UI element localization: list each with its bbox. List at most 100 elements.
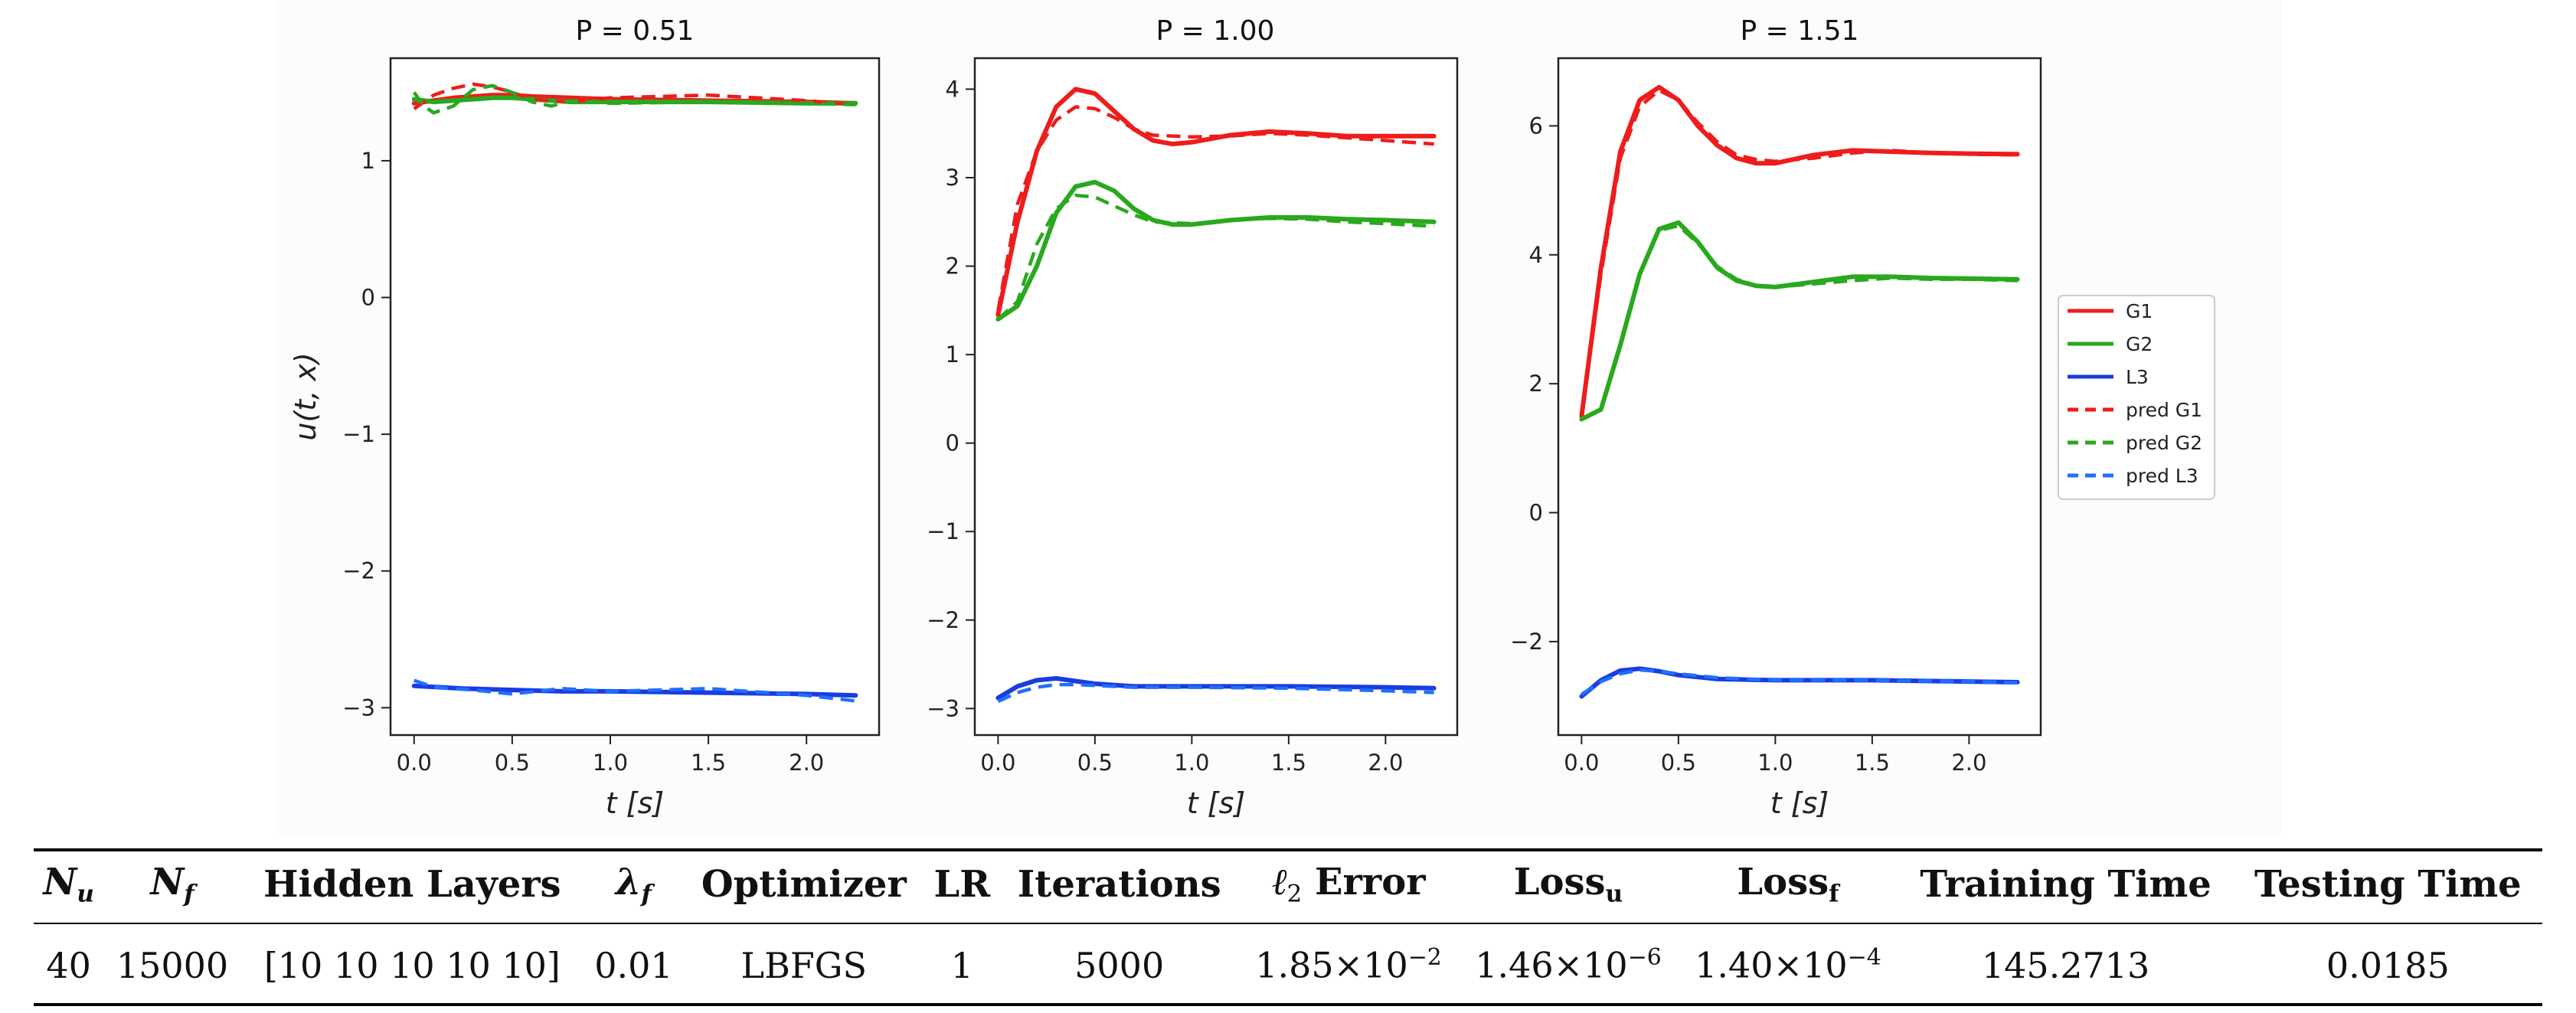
- legend-label: G2: [2126, 333, 2153, 355]
- header-lossf-sub: f: [1829, 880, 1839, 908]
- header-training-time: Training Time: [1898, 848, 2234, 925]
- x-tick-label: 0.0: [980, 750, 1015, 776]
- cell-nu: 40: [34, 923, 104, 1006]
- y-tick-label: 4: [946, 76, 959, 102]
- y-axis-label: u(t, x): [289, 352, 322, 440]
- x-tick-label: 1.0: [593, 750, 628, 776]
- cell-testing-time: 0.0185: [2233, 923, 2542, 1006]
- series-layer: [995, 87, 1437, 704]
- series-line-pred-g2: [412, 83, 856, 115]
- header-l2-error: ℓ2 Error: [1238, 848, 1459, 925]
- x-axis-label: t [s]: [1770, 786, 1829, 820]
- x-tick-label: 1.0: [1174, 750, 1209, 776]
- header-loss-u: Lossu: [1458, 848, 1679, 925]
- legend-box: [2058, 295, 2215, 500]
- legend-label: pred G2: [2126, 432, 2202, 454]
- cell-l2-error: 1.85×10−2: [1238, 923, 1459, 1006]
- cell-training-time: 145.2713: [1898, 923, 2234, 1006]
- header-lossf-base: Loss: [1737, 861, 1829, 904]
- header-nf-base: N: [150, 861, 185, 904]
- series-layer: [1579, 84, 2020, 699]
- tick-layer: 0.0 0.5 1.0 1.5 2.0 −3 −2 −1 0 1 2 3 4: [927, 76, 1403, 776]
- figure: P = 0.51 0.0 0.5 1.0 1.5 2.0 −3 −2 −1 0 1 t [s] u…: [289, 15, 2215, 820]
- subplot-title: P = 0.51: [576, 15, 695, 47]
- header-lambda-sub: f: [641, 880, 652, 908]
- header-lossu-base: Loss: [1513, 861, 1606, 904]
- y-tick-label: 6: [1529, 113, 1543, 139]
- x-tick-label: 2.0: [1951, 750, 1986, 776]
- results-table: Nu Nf Hidden Layers λf Optimizer LR Iter…: [34, 848, 2542, 1006]
- series-line-pred-g1: [1580, 88, 2018, 417]
- cell-lossu-exp: −6: [1627, 944, 1662, 972]
- y-tick-label: 0: [361, 285, 375, 311]
- legend-label: pred G1: [2126, 399, 2202, 421]
- x-tick-label: 2.0: [789, 750, 824, 776]
- x-tick-label: 1.5: [691, 750, 726, 776]
- header-nu-sub: u: [77, 880, 94, 908]
- tick-layer: 0.0 0.5 1.0 1.5 2.0 −3 −2 −1 0 1: [342, 148, 824, 776]
- header-l2-rest: Error: [1302, 861, 1426, 904]
- cell-lossf-exp: −4: [1847, 944, 1881, 972]
- series-line-pred-l3: [413, 678, 856, 703]
- header-nu: Nu: [34, 848, 104, 925]
- header-testing-time: Testing Time: [2233, 848, 2542, 925]
- subplot-p-1-51: P = 1.51 0.0 0.5 1.0 1.5 2.0 −2 0 2 4 6 t [s]: [1510, 15, 2042, 820]
- y-tick-label: −1: [342, 421, 375, 447]
- series-layer: [411, 82, 858, 703]
- x-axis-label: t [s]: [1187, 786, 1245, 820]
- cell-nf: 15000: [103, 923, 241, 1006]
- x-tick-label: 0.5: [495, 750, 530, 776]
- header-nf: Nf: [103, 848, 241, 925]
- series-line-l3: [995, 676, 1437, 701]
- y-tick-label: −2: [1510, 629, 1543, 655]
- header-l2-base: ℓ: [1271, 861, 1287, 904]
- header-lambda-base: λ: [615, 861, 642, 904]
- y-tick-label: 2: [946, 253, 959, 279]
- cell-lossf-mantissa: 1.40×10: [1695, 944, 1848, 986]
- y-tick-label: 1: [361, 148, 375, 174]
- legend-label: L3: [2126, 366, 2149, 388]
- cell-loss-f: 1.40×10−4: [1678, 923, 1898, 1006]
- table-header-row: Nu Nf Hidden Layers λf Optimizer LR Iter…: [34, 848, 2542, 925]
- y-tick-label: 4: [1529, 242, 1543, 268]
- y-tick-label: −2: [927, 607, 959, 633]
- y-tick-label: −3: [342, 694, 375, 721]
- header-optimizer: Optimizer: [683, 848, 924, 925]
- y-tick-label: −2: [342, 558, 375, 584]
- table-row: 40 15000 [10 10 10 10 10] 0.01 LBFGS 1 5…: [34, 923, 2542, 1006]
- x-tick-label: 0.5: [1077, 750, 1113, 776]
- legend-label: G1: [2126, 300, 2153, 322]
- series-line-pred-l3: [1581, 668, 2018, 696]
- subplot-p-1-00: P = 1.00 0.0 0.5 1.0 1.5 2.0 −3 −2 −1 0 1 2 3 4 t [s…: [927, 15, 1459, 820]
- subplot-title: P = 1.00: [1156, 15, 1275, 47]
- series-line-pred-g2: [1581, 224, 2018, 421]
- y-tick-label: 2: [1529, 371, 1543, 397]
- x-tick-label: 1.0: [1757, 750, 1793, 776]
- x-tick-label: 0.0: [1564, 750, 1599, 776]
- header-hidden-layers: Hidden Layers: [240, 848, 584, 925]
- x-axis-label: t [s]: [606, 786, 664, 820]
- plot-frame: [1557, 57, 2042, 737]
- series-line-pred-g2: [996, 193, 1434, 321]
- series-line-g2: [995, 179, 1437, 322]
- y-tick-label: 0: [946, 430, 959, 456]
- cell-lossu-mantissa: 1.46×10: [1475, 944, 1628, 986]
- tick-layer: 0.0 0.5 1.0 1.5 2.0 −2 0 2 4 6: [1510, 113, 1986, 776]
- subplot-p-0-51: P = 0.51 0.0 0.5 1.0 1.5 2.0 −3 −2 −1 0 1 t [s] u…: [289, 15, 881, 820]
- cell-l2-mantissa: 1.85×10: [1255, 944, 1408, 986]
- cell-optimizer: LBFGS: [683, 923, 924, 1006]
- series-line-pred-g1: [413, 82, 856, 110]
- cell-lr: 1: [924, 923, 1000, 1006]
- series-line-pred-l3: [997, 682, 1434, 704]
- x-tick-label: 2.0: [1368, 750, 1403, 776]
- header-nf-sub: f: [184, 880, 195, 908]
- plot-frame: [973, 57, 1459, 737]
- y-tick-label: −3: [927, 695, 959, 721]
- header-iterations: Iterations: [999, 848, 1239, 925]
- header-loss-f: Lossf: [1678, 848, 1898, 925]
- y-tick-label: 1: [946, 341, 959, 368]
- header-nu-base: N: [43, 861, 77, 904]
- x-tick-label: 1.5: [1271, 750, 1306, 776]
- header-lr: LR: [924, 848, 1000, 925]
- series-line-g1: [995, 87, 1437, 318]
